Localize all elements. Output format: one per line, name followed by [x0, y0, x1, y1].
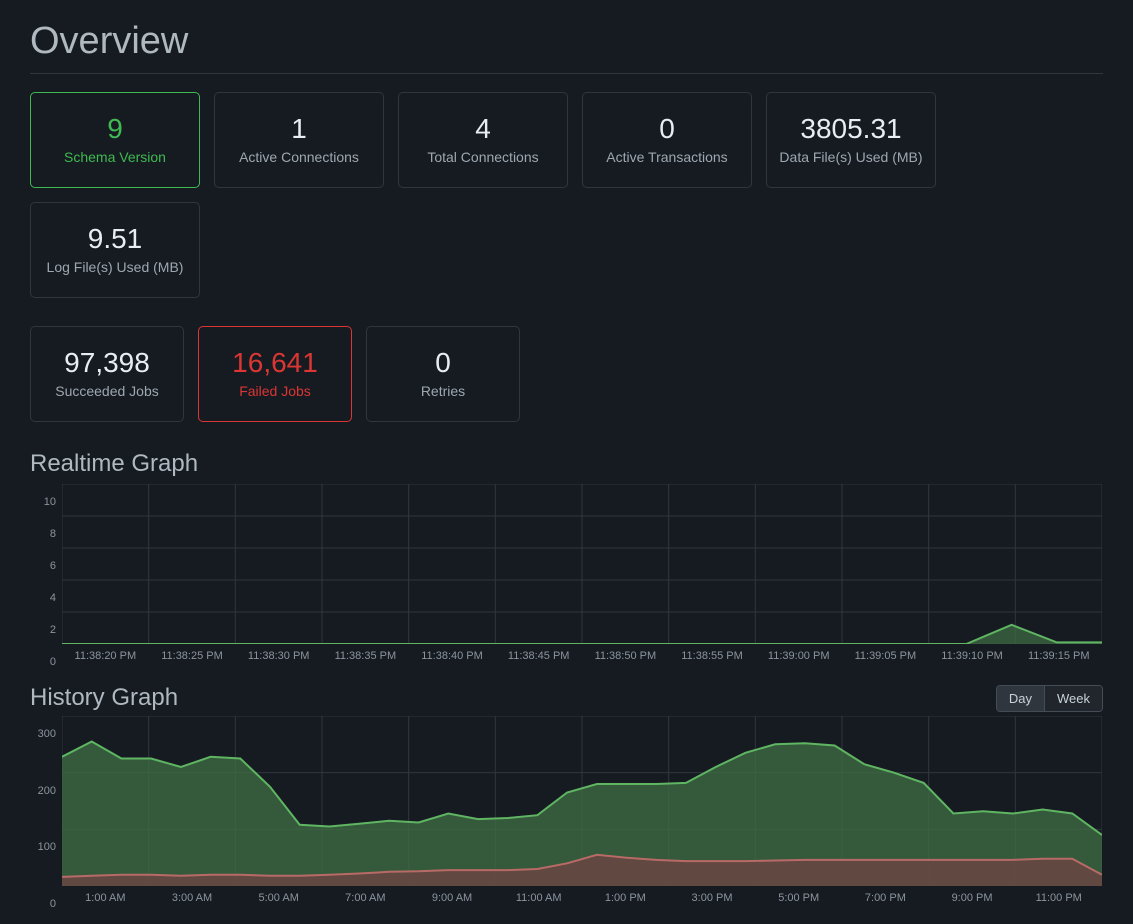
stats-cards-row2: 97,398 Succeeded Jobs 16,641 Failed Jobs 0 Re… — [30, 326, 1103, 422]
x-tick: 3:00 AM — [149, 892, 236, 904]
stat-card-failed-jobs[interactable]: 16,641 Failed Jobs — [198, 326, 352, 422]
x-tick: 5:00 PM — [755, 892, 842, 904]
realtime-title: Realtime Graph — [30, 450, 1103, 478]
x-tick: 1:00 AM — [62, 892, 149, 904]
x-tick: 11:38:55 PM — [669, 650, 756, 662]
x-tick: 5:00 AM — [235, 892, 322, 904]
stat-label: Total Connections — [427, 148, 538, 166]
page-title: Overview — [30, 20, 1103, 63]
stat-value: 3805.31 — [800, 114, 901, 145]
y-tick: 200 — [38, 785, 62, 797]
stat-value: 9 — [107, 114, 123, 145]
x-tick: 7:00 PM — [842, 892, 929, 904]
stat-label: Retries — [421, 382, 465, 400]
history-title: History Graph — [30, 684, 178, 712]
stat-value: 16,641 — [232, 348, 318, 379]
x-tick: 9:00 AM — [409, 892, 496, 904]
stat-card-schema-version[interactable]: 9 Schema Version — [30, 92, 200, 188]
x-tick: 11:39:05 PM — [842, 650, 929, 662]
y-tick: 0 — [50, 656, 62, 668]
stat-card-retries[interactable]: 0 Retries — [366, 326, 520, 422]
x-tick: 11:00 AM — [495, 892, 582, 904]
stat-card-active-transactions[interactable]: 0 Active Transactions — [582, 92, 752, 188]
range-toggle-day[interactable]: Day — [997, 686, 1044, 711]
y-tick: 2 — [50, 624, 62, 636]
stat-value: 1 — [291, 114, 307, 145]
stat-value: 9.51 — [88, 224, 143, 255]
stat-card-succeeded-jobs[interactable]: 97,398 Succeeded Jobs — [30, 326, 184, 422]
x-tick: 1:00 PM — [582, 892, 669, 904]
y-tick: 100 — [38, 841, 62, 853]
y-tick: 8 — [50, 528, 62, 540]
x-tick: 11:38:20 PM — [62, 650, 149, 662]
x-tick: 11:39:00 PM — [755, 650, 842, 662]
stat-label: Log File(s) Used (MB) — [47, 258, 184, 276]
x-tick: 11:38:35 PM — [322, 650, 409, 662]
stat-card-data-file-s-used-mb[interactable]: 3805.31 Data File(s) Used (MB) — [766, 92, 936, 188]
chart-svg — [62, 484, 1102, 644]
y-tick: 6 — [50, 560, 62, 572]
y-tick: 300 — [38, 728, 62, 740]
stat-label: Active Connections — [239, 148, 359, 166]
stat-label: Data File(s) Used (MB) — [779, 148, 922, 166]
y-tick: 4 — [50, 592, 62, 604]
x-tick: 9:00 PM — [929, 892, 1016, 904]
stat-label: Schema Version — [64, 148, 166, 166]
stat-label: Active Transactions — [606, 148, 727, 166]
stat-value: 0 — [659, 114, 675, 145]
x-tick: 3:00 PM — [669, 892, 756, 904]
stats-cards-row1: 9 Schema Version 1 Active Connections 4 Total… — [30, 92, 1103, 298]
y-tick: 10 — [44, 496, 62, 508]
stat-value: 0 — [435, 348, 451, 379]
x-tick: 11:38:25 PM — [149, 650, 236, 662]
stat-card-active-connections[interactable]: 1 Active Connections — [214, 92, 384, 188]
stat-label: Failed Jobs — [239, 382, 311, 400]
chart-svg — [62, 716, 1102, 886]
x-tick: 11:00 PM — [1015, 892, 1102, 904]
history-chart: 01002003001:00 AM3:00 AM5:00 AM7:00 AM9:… — [62, 716, 1102, 904]
x-tick: 11:38:45 PM — [495, 650, 582, 662]
history-range-toggle: DayWeek — [996, 685, 1103, 712]
stat-card-log-file-s-used-mb[interactable]: 9.51 Log File(s) Used (MB) — [30, 202, 200, 298]
x-tick: 7:00 AM — [322, 892, 409, 904]
title-divider — [30, 73, 1103, 74]
y-tick: 0 — [50, 898, 62, 910]
x-tick: 11:39:15 PM — [1015, 650, 1102, 662]
realtime-chart: 024681011:38:20 PM11:38:25 PM11:38:30 PM… — [62, 484, 1102, 662]
x-tick: 11:38:50 PM — [582, 650, 669, 662]
x-tick: 11:39:10 PM — [929, 650, 1016, 662]
stat-card-total-connections[interactable]: 4 Total Connections — [398, 92, 568, 188]
stat-value: 97,398 — [64, 348, 150, 379]
x-tick: 11:38:40 PM — [409, 650, 496, 662]
stat-value: 4 — [475, 114, 491, 145]
range-toggle-week[interactable]: Week — [1044, 686, 1102, 711]
x-tick: 11:38:30 PM — [235, 650, 322, 662]
stat-label: Succeeded Jobs — [55, 382, 159, 400]
